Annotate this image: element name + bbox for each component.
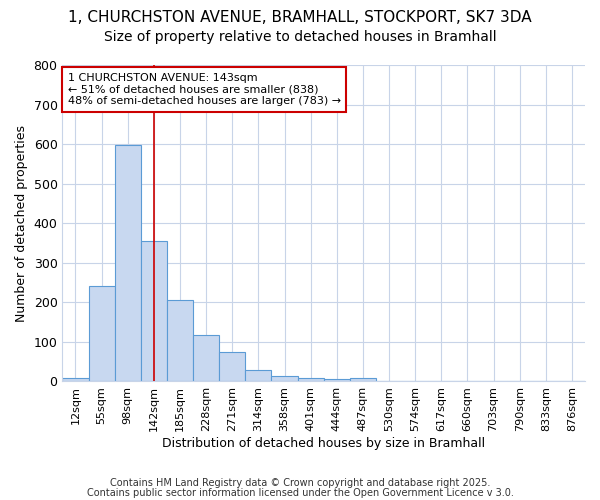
Bar	[350, 378, 376, 382]
Text: 1, CHURCHSTON AVENUE, BRAMHALL, STOCKPORT, SK7 3DA: 1, CHURCHSTON AVENUE, BRAMHALL, STOCKPOR…	[68, 10, 532, 25]
Text: Size of property relative to detached houses in Bramhall: Size of property relative to detached ho…	[104, 30, 496, 44]
Text: 1 CHURCHSTON AVENUE: 143sqm
← 51% of detached houses are smaller (838)
48% of se: 1 CHURCHSTON AVENUE: 143sqm ← 51% of det…	[68, 73, 341, 106]
Bar	[167, 300, 193, 382]
Bar	[115, 145, 141, 382]
Bar	[271, 376, 298, 382]
Bar	[298, 378, 324, 382]
Bar	[324, 379, 350, 382]
Y-axis label: Number of detached properties: Number of detached properties	[15, 124, 28, 322]
Bar	[62, 378, 89, 382]
Text: Contains public sector information licensed under the Open Government Licence v : Contains public sector information licen…	[86, 488, 514, 498]
Bar	[193, 335, 219, 382]
Bar	[245, 370, 271, 382]
Bar	[141, 241, 167, 382]
Text: Contains HM Land Registry data © Crown copyright and database right 2025.: Contains HM Land Registry data © Crown c…	[110, 478, 490, 488]
Bar	[89, 286, 115, 382]
X-axis label: Distribution of detached houses by size in Bramhall: Distribution of detached houses by size …	[162, 437, 485, 450]
Bar	[219, 352, 245, 382]
